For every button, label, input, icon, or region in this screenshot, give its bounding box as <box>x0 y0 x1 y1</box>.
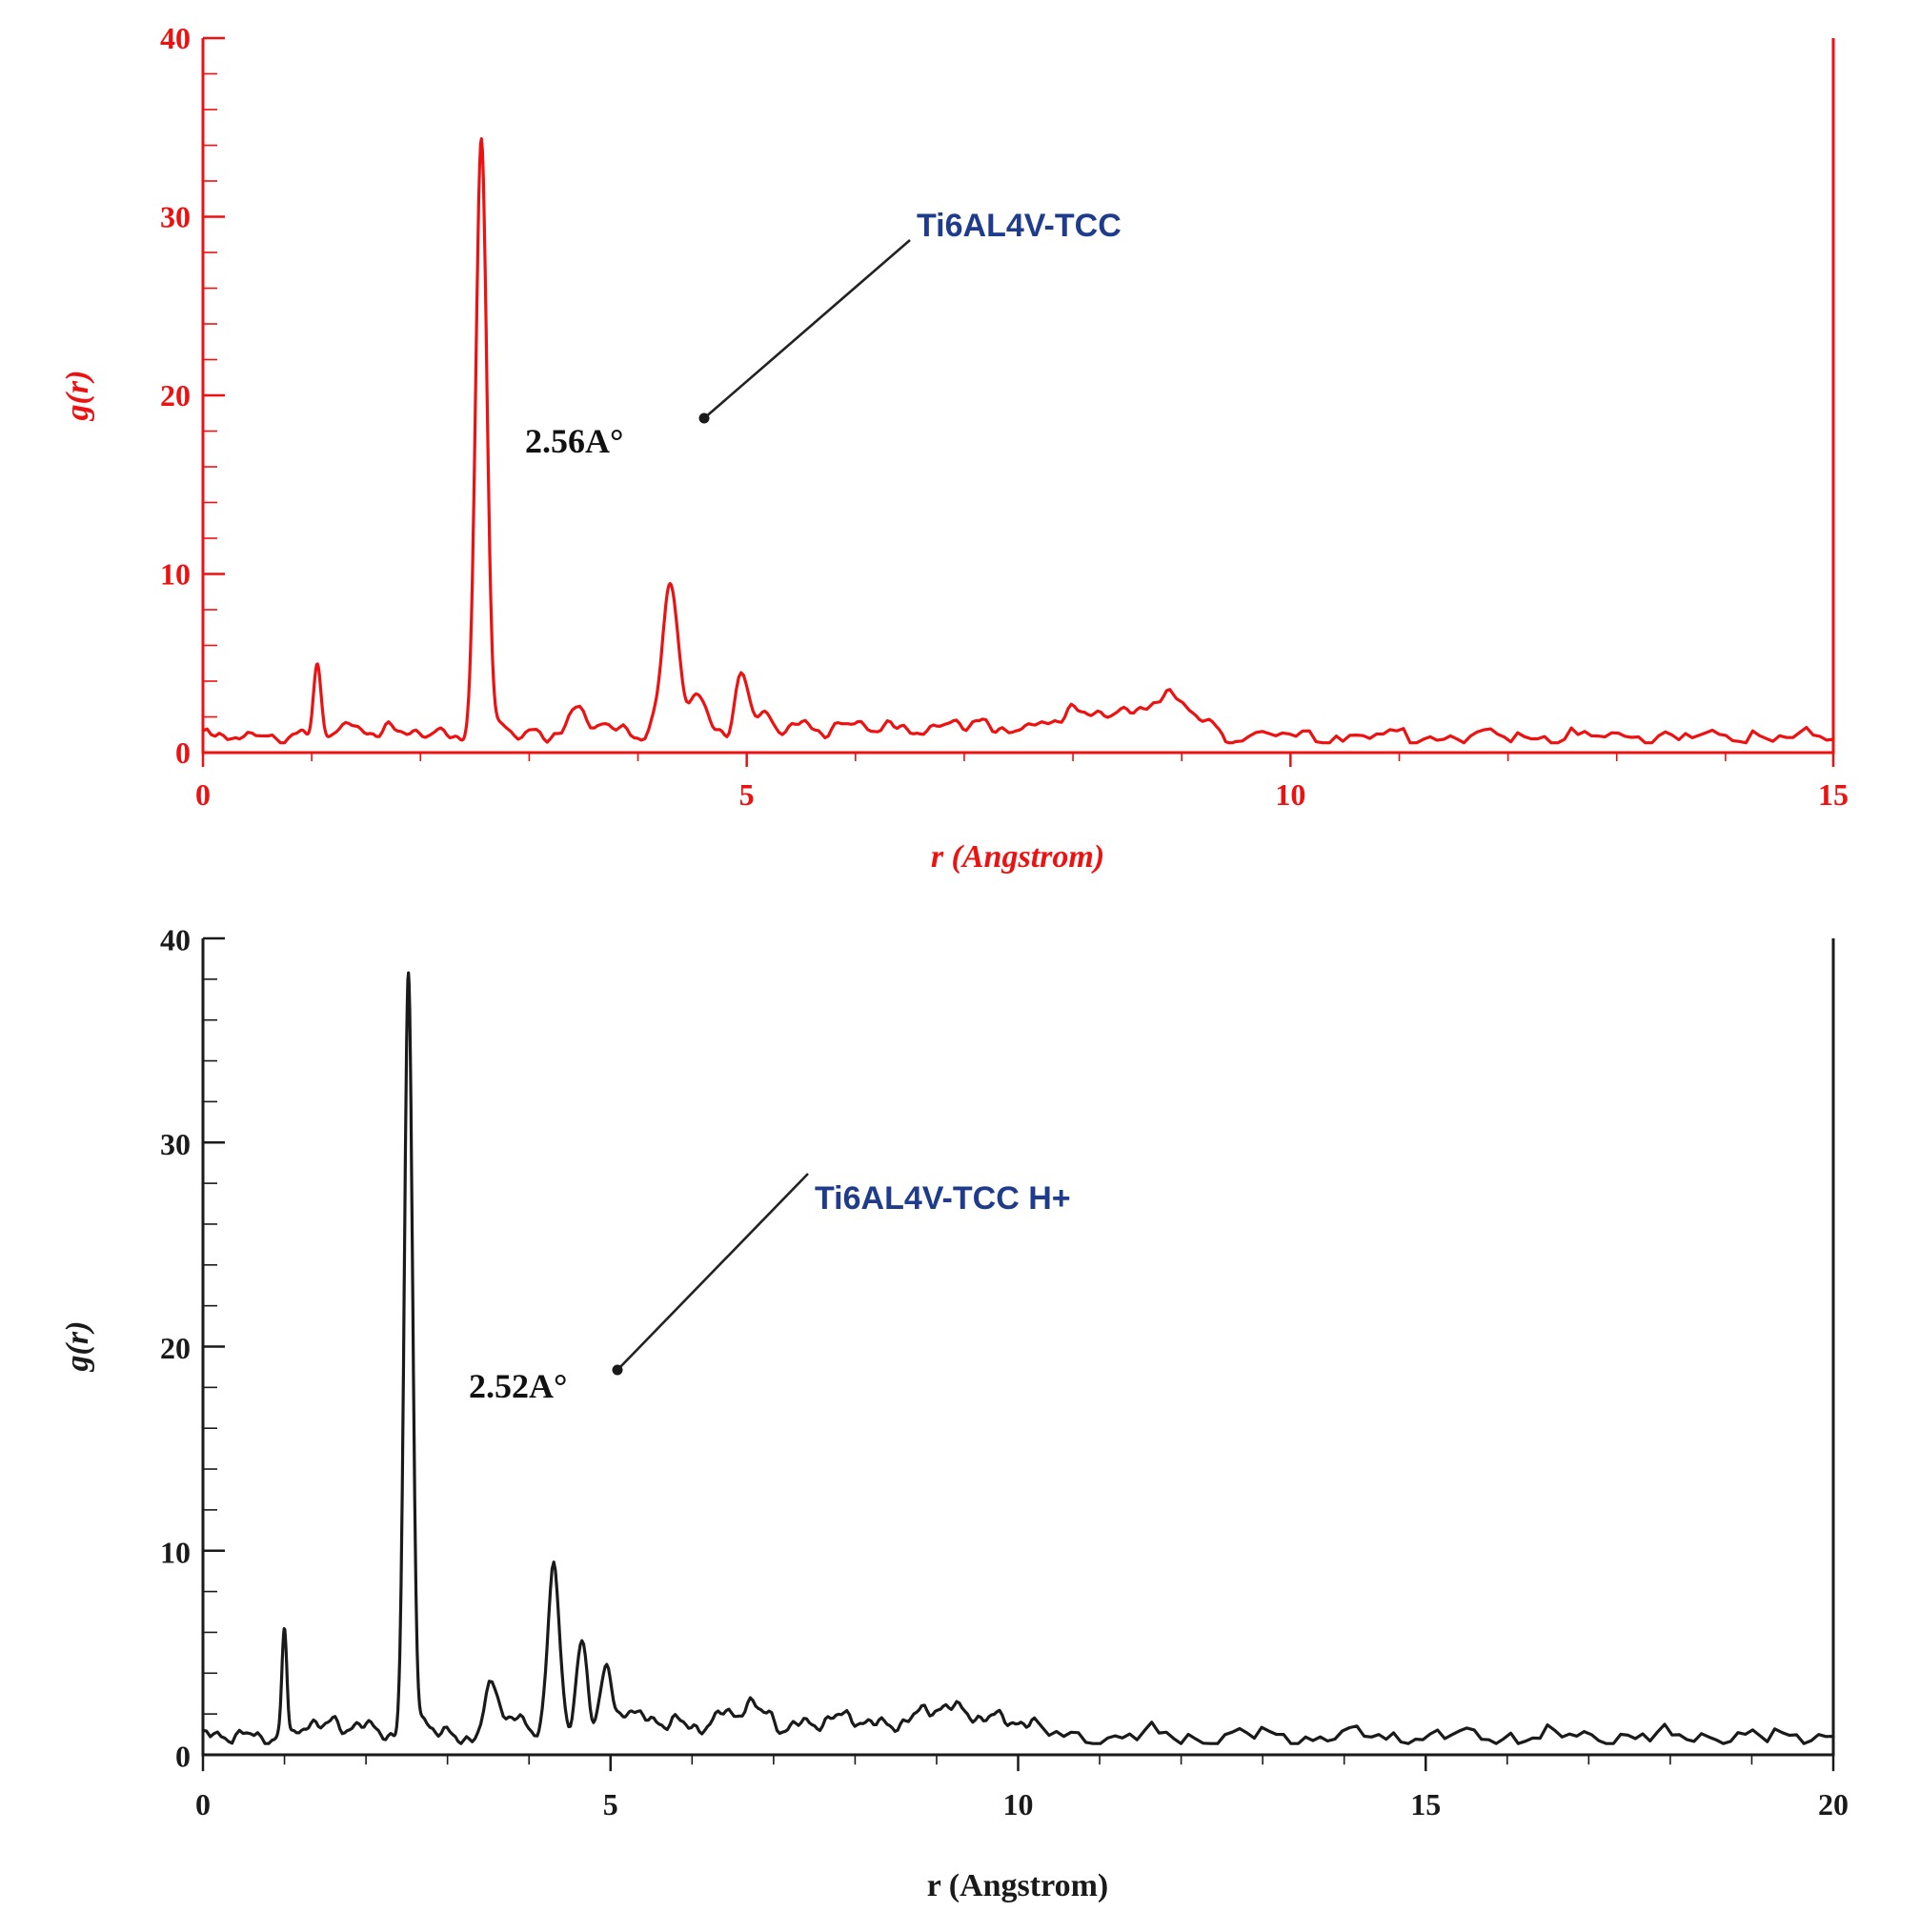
svg-text:20: 20 <box>160 1331 191 1365</box>
svg-text:0: 0 <box>175 735 191 770</box>
svg-text:r (Angstrom): r (Angstrom) <box>927 1868 1108 1903</box>
svg-text:5: 5 <box>739 777 755 812</box>
svg-text:40: 40 <box>160 21 191 55</box>
svg-text:g(r): g(r) <box>60 1321 95 1373</box>
svg-text:15: 15 <box>1410 1787 1441 1821</box>
svg-text:0: 0 <box>195 777 211 812</box>
svg-text:10: 10 <box>1275 777 1305 812</box>
svg-text:10: 10 <box>160 1535 191 1569</box>
svg-text:r (Angstrom): r (Angstrom) <box>931 839 1104 875</box>
svg-text:30: 30 <box>160 200 191 234</box>
svg-text:10: 10 <box>1003 1787 1034 1821</box>
svg-text:10: 10 <box>160 557 191 592</box>
svg-text:20: 20 <box>1818 1787 1849 1821</box>
svg-text:Ti6AL4V-TCC: Ti6AL4V-TCC <box>917 208 1122 244</box>
svg-text:30: 30 <box>160 1127 191 1161</box>
svg-text:15: 15 <box>1818 777 1849 812</box>
svg-text:0: 0 <box>175 1740 191 1774</box>
svg-text:2.52A°: 2.52A° <box>469 1367 567 1405</box>
svg-text:20: 20 <box>160 378 191 413</box>
svg-text:Ti6AL4V-TCC H+: Ti6AL4V-TCC H+ <box>815 1180 1071 1217</box>
svg-text:0: 0 <box>195 1787 211 1821</box>
svg-text:g(r): g(r) <box>60 371 95 422</box>
svg-text:40: 40 <box>160 923 191 957</box>
svg-text:5: 5 <box>603 1787 618 1821</box>
svg-text:2.56A°: 2.56A° <box>525 422 623 460</box>
